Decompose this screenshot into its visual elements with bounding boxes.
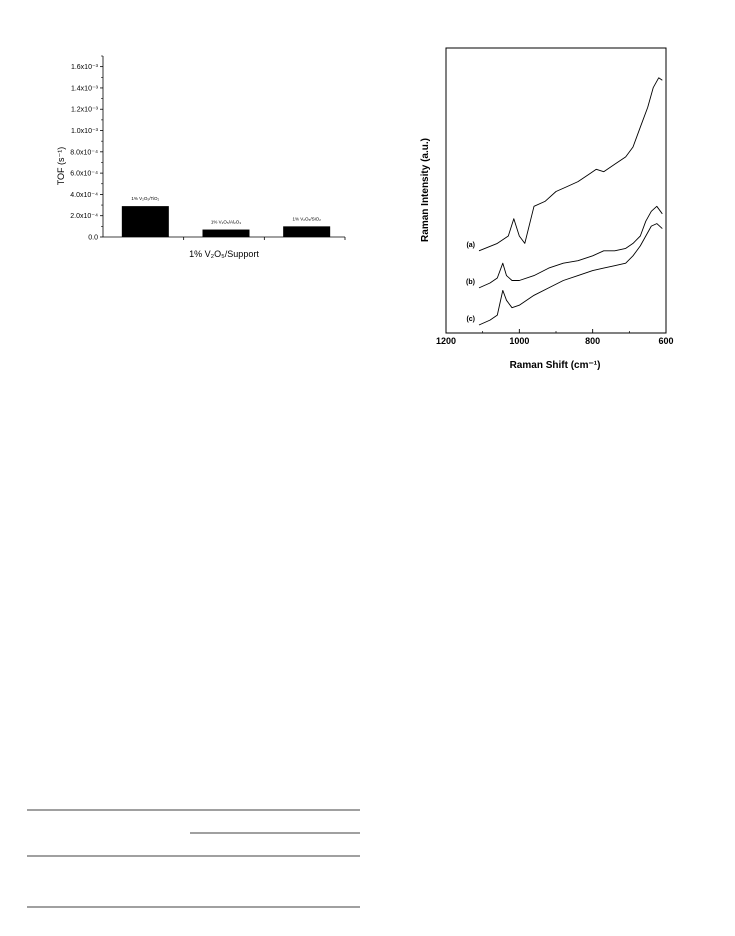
raman-series-0: [478, 77, 663, 252]
bar-y-tick-label-6: 1.2x10⁻³: [71, 107, 99, 114]
bar-y-tick-label-0: 0.0: [88, 235, 98, 242]
bar-label-2: 1% V₂O₅/SiO₂: [293, 216, 322, 221]
raman-series-label-0: (a): [466, 242, 475, 249]
raman-plot-area: 1200 1000 800 600 (a) (b) (c): [436, 47, 674, 346]
raman-x-axis-label: Raman Shift (cm⁻¹): [510, 360, 601, 371]
raman-x-tick-label-2: 800: [585, 336, 600, 346]
bar-x-axis-label: 1% V₂O₅/Support: [189, 249, 259, 259]
raman-x-tick-label-1: 1000: [509, 336, 529, 346]
raman-x-tick-label-0: 1200: [436, 336, 456, 346]
raman-series-2: [478, 223, 663, 326]
raman-series-label-2: (c): [466, 316, 475, 323]
bar-0: [121, 206, 169, 237]
bar-y-tick-label-8: 1.6x10⁻³: [71, 64, 99, 71]
bar-y-axis-label: TOF (s⁻¹): [56, 147, 66, 186]
bar-y-tick-label-7: 1.4x10⁻³: [71, 85, 99, 92]
bar-y-tick-label-2: 4.0x10⁻⁴: [70, 192, 98, 199]
bar-y-tick-label-3: 6.0x10⁻⁴: [70, 171, 98, 178]
bar-y-tick-label-4: 8.0x10⁻⁴: [70, 149, 98, 156]
raman-series-label-1: (b): [466, 279, 475, 286]
raman-series-1: [478, 205, 663, 289]
raman-y-axis-label: Raman Intensity (a.u.): [420, 138, 431, 242]
bar-y-tick-label-1: 2.0x10⁻⁴: [70, 213, 98, 220]
bar-y-tick-label-5: 1.0x10⁻³: [71, 128, 99, 135]
bar-label-0: 1% V₂O₅/TiO₂: [131, 196, 159, 201]
raman-x-tick-label-3: 600: [658, 336, 673, 346]
bar-1: [202, 229, 250, 237]
bar-plot-area: 0.0 2.0x10⁻⁴ 4.0x10⁻⁴ 6.0x10⁻⁴ 8.0x10⁻⁴ 1.0x1…: [70, 55, 346, 242]
bar-label-1: 1% V₂O₅/Al₂O₃: [211, 220, 241, 225]
bar-2: [283, 226, 331, 237]
